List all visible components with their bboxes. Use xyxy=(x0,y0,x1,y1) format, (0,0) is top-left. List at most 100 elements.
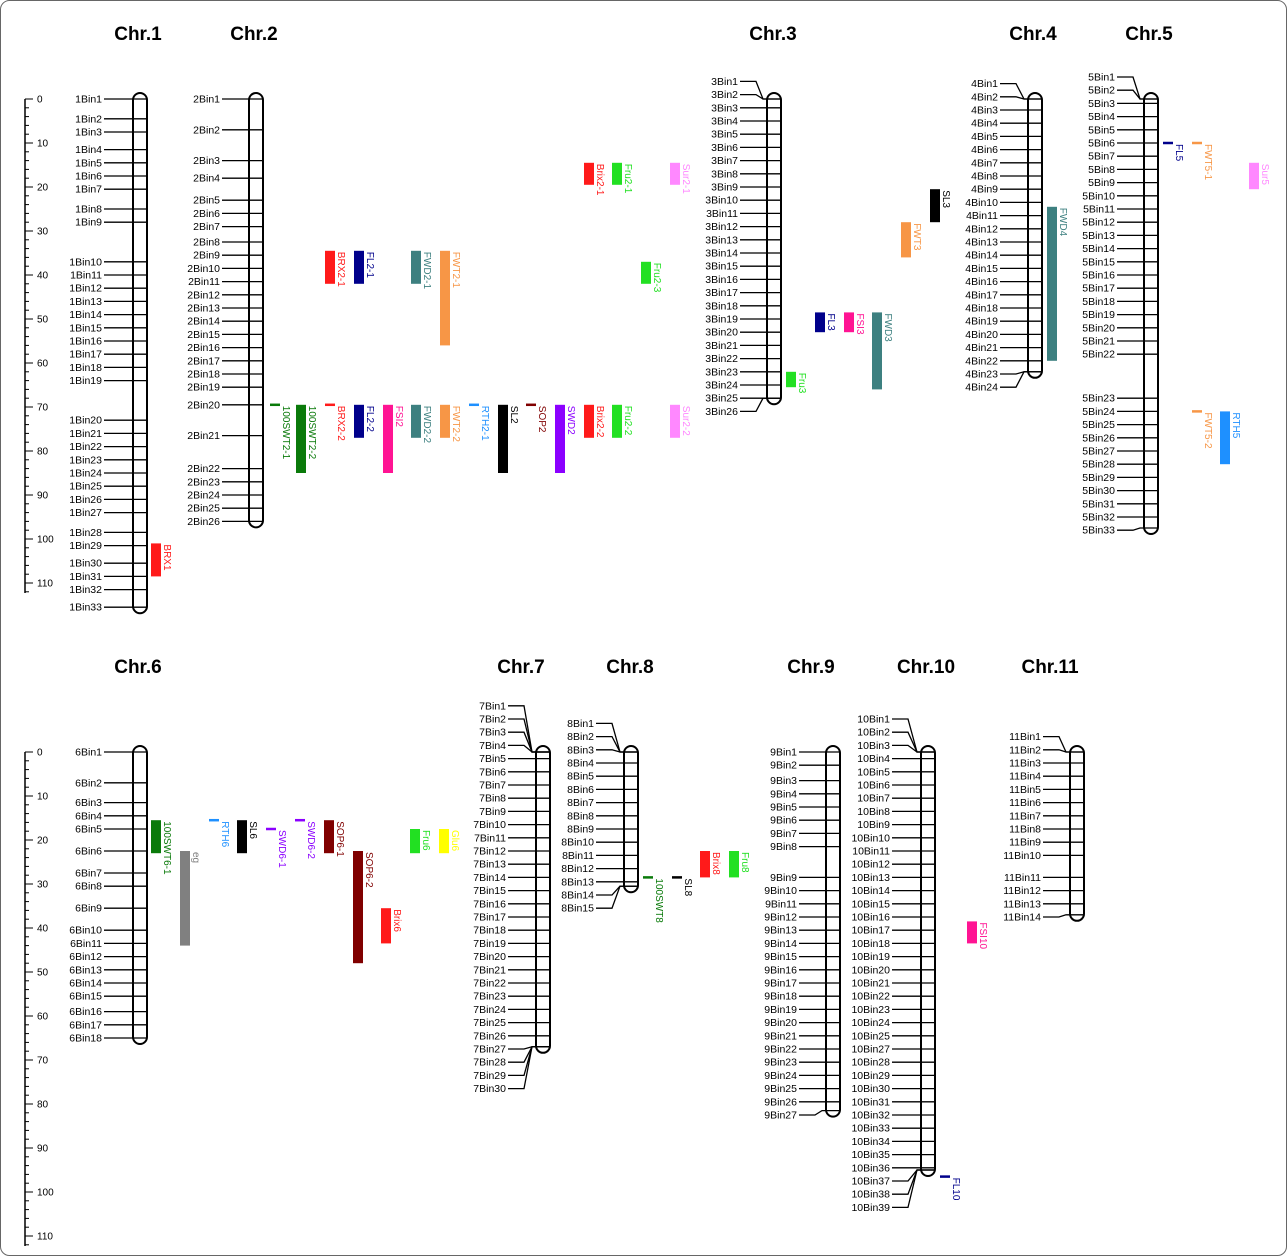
bin-connector xyxy=(508,744,550,753)
qtl-brx2-1: BRX2-1 xyxy=(325,250,346,287)
qtl-bar xyxy=(354,404,364,438)
qtl-bar xyxy=(844,312,854,333)
qtl-bar xyxy=(296,404,306,473)
qtl-label: RTH6 xyxy=(219,821,230,847)
chromosome-bar xyxy=(132,745,148,1045)
bin-label-10bin2: 10Bin2 xyxy=(857,727,890,739)
bin-label-2bin7: 2Bin7 xyxy=(193,221,220,233)
bin-label-7bin18: 7Bin18 xyxy=(473,925,506,937)
qtl-bar xyxy=(670,404,680,438)
bin-label-2bin25: 2Bin25 xyxy=(187,503,220,515)
qtl-label: RTH5 xyxy=(1230,412,1241,438)
bin-label-5bin20: 5Bin20 xyxy=(1082,322,1115,334)
bin-label-6bin12: 6Bin12 xyxy=(69,951,102,963)
bin-label-2bin14: 2Bin14 xyxy=(187,316,220,328)
bin-label-10bin10: 10Bin10 xyxy=(851,832,890,844)
bin-label-4bin6: 4Bin6 xyxy=(971,144,998,156)
bin-label-7bin12: 7Bin12 xyxy=(473,846,506,858)
bin-label-5bin24: 5Bin24 xyxy=(1082,406,1115,418)
bin-label-3bin24: 3Bin24 xyxy=(705,380,738,392)
bin-label-4bin7: 4Bin7 xyxy=(971,157,998,169)
bin-label-8bin8: 8Bin8 xyxy=(567,810,594,822)
qtl-bar xyxy=(670,162,680,185)
bin-label-2bin8: 2Bin8 xyxy=(193,237,220,249)
qtl-fru2-3: Fru2-3 xyxy=(641,261,662,293)
scale-tick-label: 90 xyxy=(37,1144,49,1155)
qtl-eg: eg xyxy=(180,851,201,946)
qtl-fru3: Fru3 xyxy=(786,371,807,394)
qtl-bar xyxy=(439,829,449,854)
qtl-label: SOP6-2 xyxy=(363,852,374,888)
chromosome-bar xyxy=(766,92,782,406)
bin-label-9bin3: 9Bin3 xyxy=(770,775,797,787)
qtl-bar xyxy=(700,851,710,878)
qtl-label: SOP2 xyxy=(536,406,547,433)
qtl-rth6: RTH6 xyxy=(209,818,230,848)
scale-tick-label: 110 xyxy=(37,1232,53,1243)
bin-connector xyxy=(1000,96,1042,100)
bin-label-2bin13: 2Bin13 xyxy=(187,303,220,315)
bin-label-11bin14: 11Bin14 xyxy=(1003,912,1041,924)
bin-label-5bin16: 5Bin16 xyxy=(1082,270,1115,282)
bin-label-5bin22: 5Bin22 xyxy=(1082,349,1115,361)
bin-connector xyxy=(740,397,781,413)
bin-label-9bin4: 9Bin4 xyxy=(770,788,797,800)
bin-label-10bin3: 10Bin3 xyxy=(857,740,890,752)
bin-label-7bin19: 7Bin19 xyxy=(473,938,506,950)
bin-label-8bin2: 8Bin2 xyxy=(567,731,594,743)
bin-label-10bin32: 10Bin32 xyxy=(851,1110,890,1122)
bin-label-8bin6: 8Bin6 xyxy=(567,784,594,796)
chromosome-bar xyxy=(920,745,936,1177)
bin-label-5bin23: 5Bin23 xyxy=(1082,393,1115,405)
chromosome-bar xyxy=(623,745,639,894)
bin-label-6bin5: 6Bin5 xyxy=(75,824,102,836)
bin-label-3bin11: 3Bin11 xyxy=(706,208,738,220)
qtl-label: FWD2-2 xyxy=(421,406,432,444)
qtl-label: Fru2-2 xyxy=(622,406,633,436)
bin-label-4bin24: 4Bin24 xyxy=(965,382,998,394)
qtl-label: Fru6 xyxy=(420,830,431,851)
qtl-sop6-2: SOP6-2 xyxy=(353,851,374,964)
bin-label-10bin22: 10Bin22 xyxy=(851,991,890,1003)
bin-label-10bin31: 10Bin31 xyxy=(851,1096,890,1108)
bin-label-3bin22: 3Bin22 xyxy=(705,353,738,365)
bin-label-3bin1: 3Bin1 xyxy=(711,76,738,88)
bin-label-10bin30: 10Bin30 xyxy=(851,1083,890,1095)
bin-label-2bin26: 2Bin26 xyxy=(187,516,220,528)
bin-label-6bin14: 6Bin14 xyxy=(69,978,102,990)
qtl-label: 100SWT8 xyxy=(653,878,664,923)
bin-label-5bin32: 5Bin32 xyxy=(1082,512,1115,524)
qtl-rth2-1: RTH2-1 xyxy=(469,403,490,441)
chromosome-title: Chr.1 xyxy=(114,24,162,45)
qtl-label: Sur2-1 xyxy=(680,164,691,194)
bin-label-10bin9: 10Bin9 xyxy=(857,819,890,831)
bin-label-5bin13: 5Bin13 xyxy=(1082,230,1115,242)
qtl-bar xyxy=(1249,162,1259,190)
bin-label-7bin13: 7Bin13 xyxy=(473,859,506,871)
scale-tick-label: 90 xyxy=(37,491,49,502)
bin-label-9bin7: 9Bin7 xyxy=(770,828,797,840)
bin-label-1bin3: 1Bin3 xyxy=(75,127,102,139)
bin-label-10bin4: 10Bin4 xyxy=(857,753,890,765)
bin-label-5bin2: 5Bin2 xyxy=(1088,85,1115,97)
bin-label-5bin6: 5Bin6 xyxy=(1088,138,1115,150)
qtl-bar xyxy=(381,908,391,944)
scale-tick-label: 0 xyxy=(37,95,43,106)
bin-label-3bin13: 3Bin13 xyxy=(705,234,738,246)
bin-label-7bin23: 7Bin23 xyxy=(473,991,506,1003)
bin-label-10bin6: 10Bin6 xyxy=(857,780,890,792)
bin-label-2bin22: 2Bin22 xyxy=(187,463,220,475)
scale-tick-label: 20 xyxy=(37,183,49,194)
bin-label-1bin12: 1Bin12 xyxy=(69,283,102,295)
bin-label-10bin11: 10Bin11 xyxy=(852,846,890,858)
chromosome-bar xyxy=(248,92,264,529)
qtl-label: SWD6-2 xyxy=(305,821,316,859)
bin-label-6bin6: 6Bin6 xyxy=(75,846,102,858)
bin-label-9bin10: 9Bin10 xyxy=(764,885,797,897)
chromosome-title: Chr.11 xyxy=(1021,657,1078,678)
qtl-bar xyxy=(353,851,363,964)
qtl-fru6: Fru6 xyxy=(410,829,431,854)
